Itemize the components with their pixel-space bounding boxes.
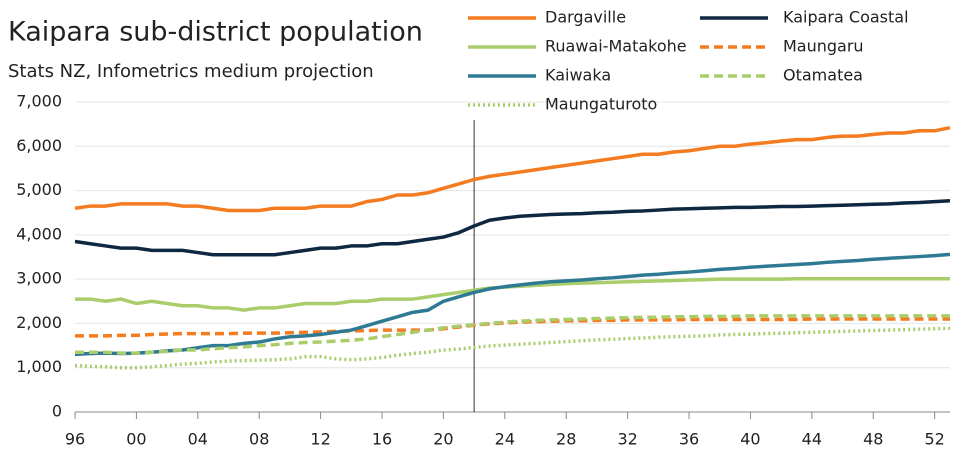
x-tick-label: 04: [188, 430, 208, 449]
y-tick-label: 7,000: [16, 92, 62, 111]
x-tick-label: 40: [740, 430, 760, 449]
x-tick-label: 28: [556, 430, 576, 449]
series-line: [74, 199, 951, 257]
x-tick-label: 44: [802, 430, 822, 449]
series-line: [75, 314, 950, 355]
x-tick-label: 96: [65, 430, 85, 449]
series-line: [74, 125, 951, 213]
x-tick-label: 00: [126, 430, 146, 449]
legend-label: Otamatea: [783, 66, 863, 85]
y-tick-label: 4,000: [16, 224, 62, 243]
legend-label: Kaipara Coastal: [783, 8, 909, 27]
x-tick-label: 48: [863, 430, 883, 449]
y-tick-label: 1,000: [16, 357, 62, 376]
x-tick-label: 52: [924, 430, 944, 449]
x-tick-label: 24: [495, 430, 515, 449]
x-tick-label: 08: [249, 430, 269, 449]
y-tick-label: 3,000: [16, 269, 62, 288]
legend-label: Ruawai-Matakohe: [545, 37, 687, 56]
legend-label: Maungaru: [783, 37, 864, 56]
chart-title: Kaipara sub-district population: [8, 17, 423, 48]
x-tick-label: 20: [433, 430, 453, 449]
x-tick-label: 32: [617, 430, 637, 449]
x-tick-label: 16: [372, 430, 392, 449]
x-tick-label: 12: [310, 430, 330, 449]
y-tick-label: 6,000: [16, 136, 62, 155]
chart-subtitle: Stats NZ, Infometrics medium projection: [8, 61, 374, 82]
x-tick-label: 36: [679, 430, 699, 449]
series-line: [74, 252, 951, 357]
y-tick-label: 0: [52, 402, 62, 421]
legend-label: Kaiwaka: [545, 66, 611, 85]
y-tick-label: 2,000: [16, 313, 62, 332]
legend-label: Maungaturoto: [545, 95, 657, 114]
y-tick-label: 5,000: [16, 180, 62, 199]
legend-label: Dargaville: [545, 8, 626, 27]
series-line: [74, 326, 951, 370]
series-line: [75, 276, 950, 312]
